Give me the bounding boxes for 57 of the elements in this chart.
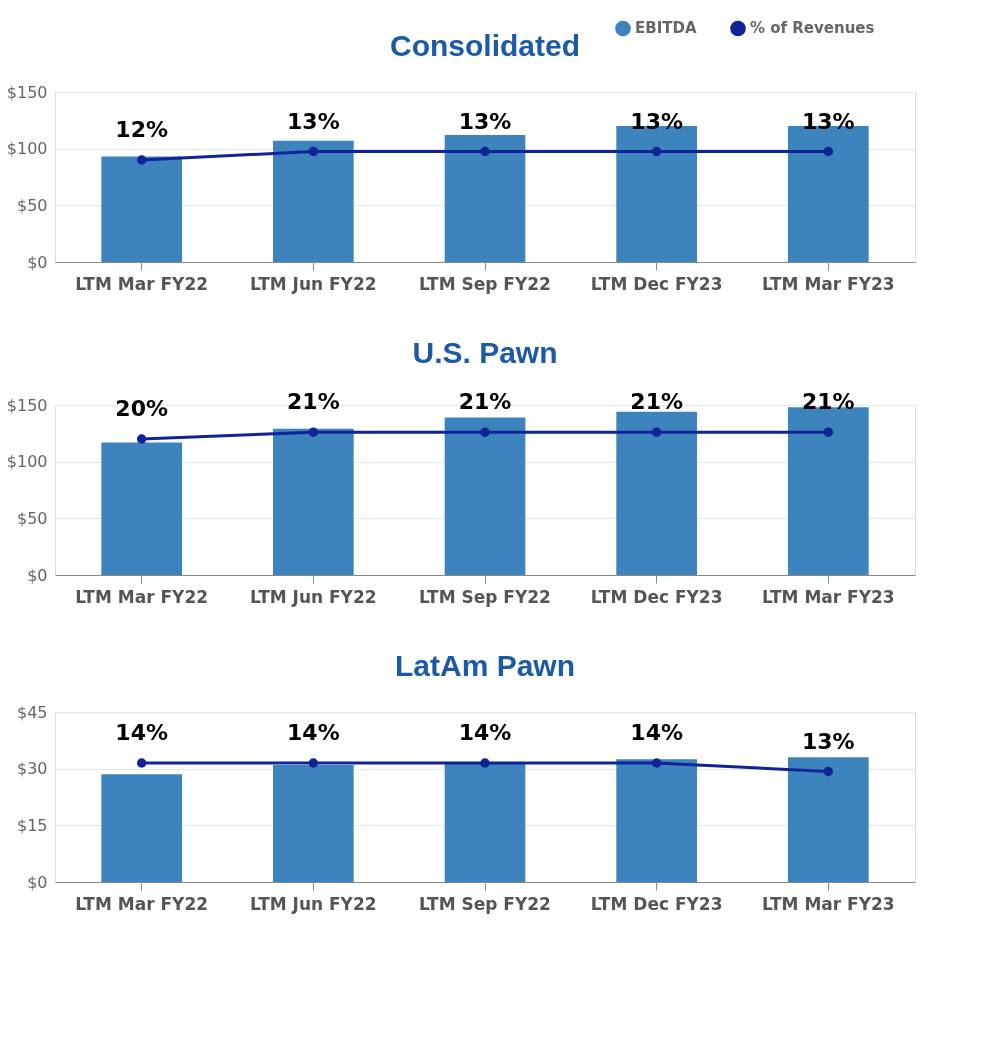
legend-label: % of Revenues <box>750 19 875 38</box>
data-label: 14% <box>630 720 683 745</box>
data-label: 21% <box>630 389 683 415</box>
y-tick-label: $0 <box>27 872 48 892</box>
y-tick-label: $0 <box>27 252 48 272</box>
chart-title: Consolidated <box>389 29 581 62</box>
data-label: 12% <box>115 117 169 142</box>
data-label: 21% <box>287 389 340 415</box>
x-tick-label: LTM Sep FY22 <box>419 273 551 294</box>
x-tick-label: LTM Sep FY22 <box>419 893 551 914</box>
data-label: 14% <box>458 720 512 745</box>
x-tick-label: LTM Jun FY22 <box>250 893 377 914</box>
y-tick-label: $150 <box>6 82 48 102</box>
bar <box>273 140 354 262</box>
bar <box>787 757 869 882</box>
x-tick-label: LTM Dec FY23 <box>590 273 723 294</box>
bar <box>787 407 869 575</box>
bar <box>101 442 183 575</box>
x-tick-label: LTM Mar FY22 <box>75 273 209 294</box>
y-tick-label: $15 <box>16 815 48 835</box>
y-tick-label: $50 <box>16 508 48 528</box>
data-label: 13% <box>801 728 855 754</box>
x-tick-label: LTM Dec FY23 <box>590 586 723 607</box>
data-label: 21% <box>458 389 512 415</box>
bar <box>101 156 183 262</box>
x-tick-label: LTM Sep FY22 <box>419 586 551 607</box>
y-tick-label: $0 <box>27 565 48 585</box>
data-label: 13% <box>458 108 512 134</box>
bar <box>101 774 183 882</box>
y-tick-label: $30 <box>16 759 48 779</box>
bar <box>616 411 697 575</box>
bar <box>273 428 354 575</box>
data-label: 14% <box>115 720 169 745</box>
chart-title: LatAm Pawn <box>394 649 576 682</box>
bar <box>444 135 526 262</box>
bar <box>444 763 526 882</box>
y-tick-label: $150 <box>6 395 48 415</box>
data-label: 13% <box>287 108 340 134</box>
y-tick-label: $45 <box>16 702 48 722</box>
data-label: 14% <box>287 720 340 745</box>
x-tick-label: LTM Mar FY23 <box>761 893 895 914</box>
x-tick-label: LTM Mar FY22 <box>75 893 209 914</box>
bar <box>273 764 354 882</box>
y-tick-label: $100 <box>6 452 48 472</box>
data-label: 20% <box>115 396 169 421</box>
x-tick-label: LTM Mar FY23 <box>761 586 895 607</box>
x-tick-label: LTM Dec FY23 <box>590 893 723 914</box>
y-tick-label: $50 <box>16 195 48 215</box>
x-tick-label: LTM Jun FY22 <box>250 273 377 294</box>
bar <box>444 417 526 575</box>
x-tick-label: LTM Mar FY23 <box>761 273 895 294</box>
y-tick-label: $100 <box>6 139 48 159</box>
legend-label: EBITDA <box>635 19 697 38</box>
chart-title: U.S. Pawn <box>412 336 558 370</box>
x-tick-label: LTM Mar FY22 <box>75 586 209 607</box>
bar <box>616 759 697 882</box>
x-tick-label: LTM Jun FY22 <box>250 586 377 607</box>
